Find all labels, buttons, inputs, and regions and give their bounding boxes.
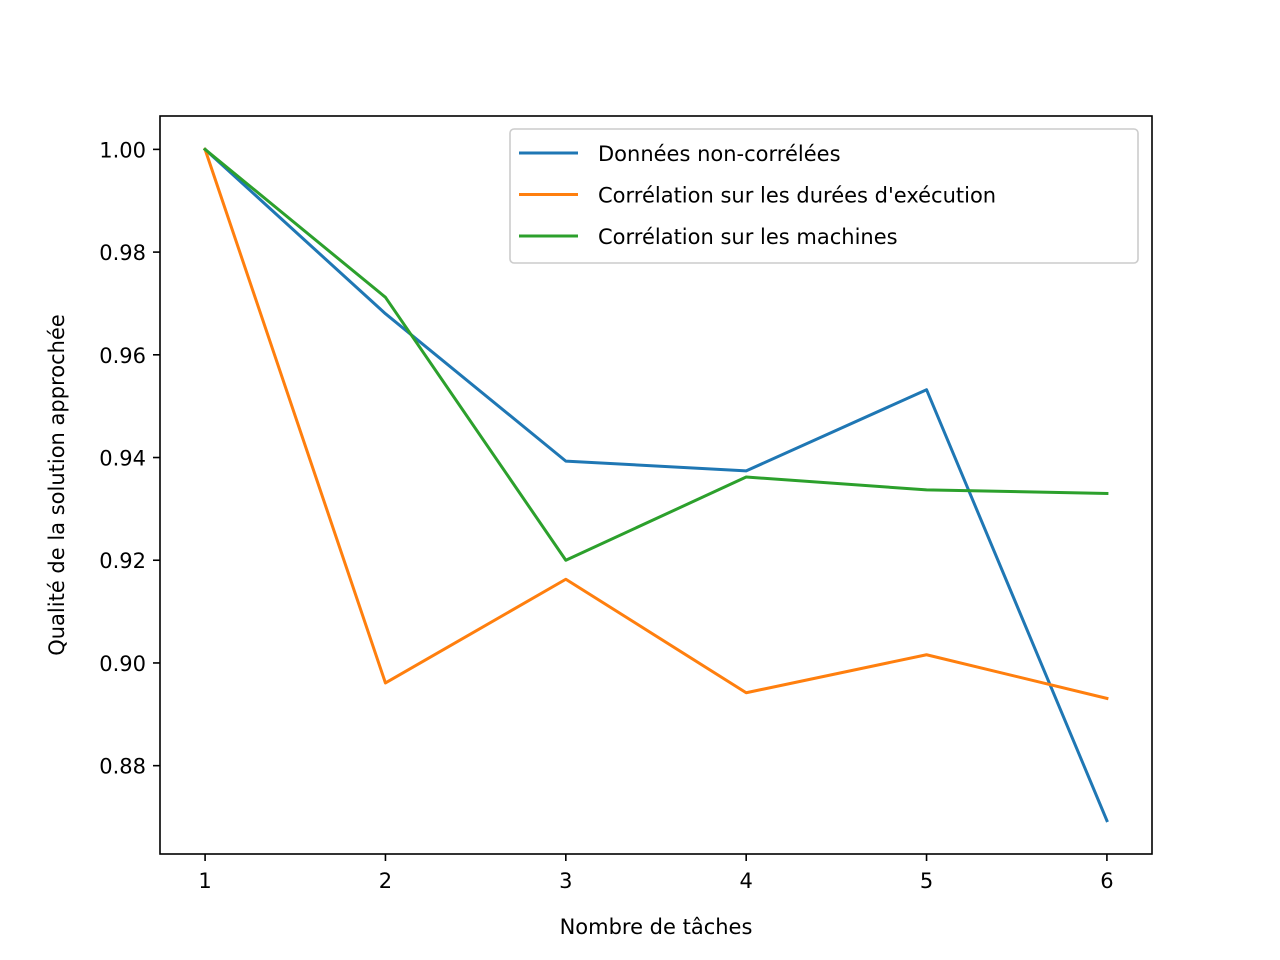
series-line-3 (202, 147, 1109, 562)
y-axis-label: Qualité de la solution approchée (45, 314, 69, 656)
series-line-1 (202, 147, 1109, 823)
y-tick-label: 0.94 (99, 447, 146, 471)
x-tick-label: 1 (198, 869, 211, 893)
legend-label-2: Corrélation sur les durées d'exécution (598, 184, 996, 208)
legend-box (509, 128, 1139, 264)
legend-label-3: Corrélation sur les machines (598, 225, 898, 249)
x-axis-label: Nombre de tâches (560, 915, 753, 939)
x-tick-label: 3 (559, 869, 572, 893)
x-tick-label: 6 (1100, 869, 1113, 893)
x-axis: 1 2 3 4 5 6 (198, 854, 1114, 893)
x-tick-label: 5 (920, 869, 933, 893)
x-tick-label: 4 (739, 869, 752, 893)
y-tick-label: 0.96 (99, 344, 146, 368)
legend-label-1: Données non-corrélées (598, 142, 841, 166)
plot-frame (159, 115, 1153, 855)
legend: Données non-corrélées Corrélation sur les… (509, 128, 1139, 264)
y-tick-label: 0.90 (99, 652, 146, 676)
series-layer (202, 147, 1109, 823)
y-tick-label: 1.00 (99, 138, 146, 162)
y-tick-label: 0.92 (99, 549, 146, 573)
series-line-2 (203, 147, 1109, 701)
x-tick-label: 2 (379, 869, 392, 893)
y-tick-label: 0.98 (99, 241, 146, 265)
y-tick-label: 0.88 (99, 755, 146, 779)
y-axis: 0.88 0.90 0.92 0.94 0.96 0.98 1.00 (99, 138, 160, 779)
